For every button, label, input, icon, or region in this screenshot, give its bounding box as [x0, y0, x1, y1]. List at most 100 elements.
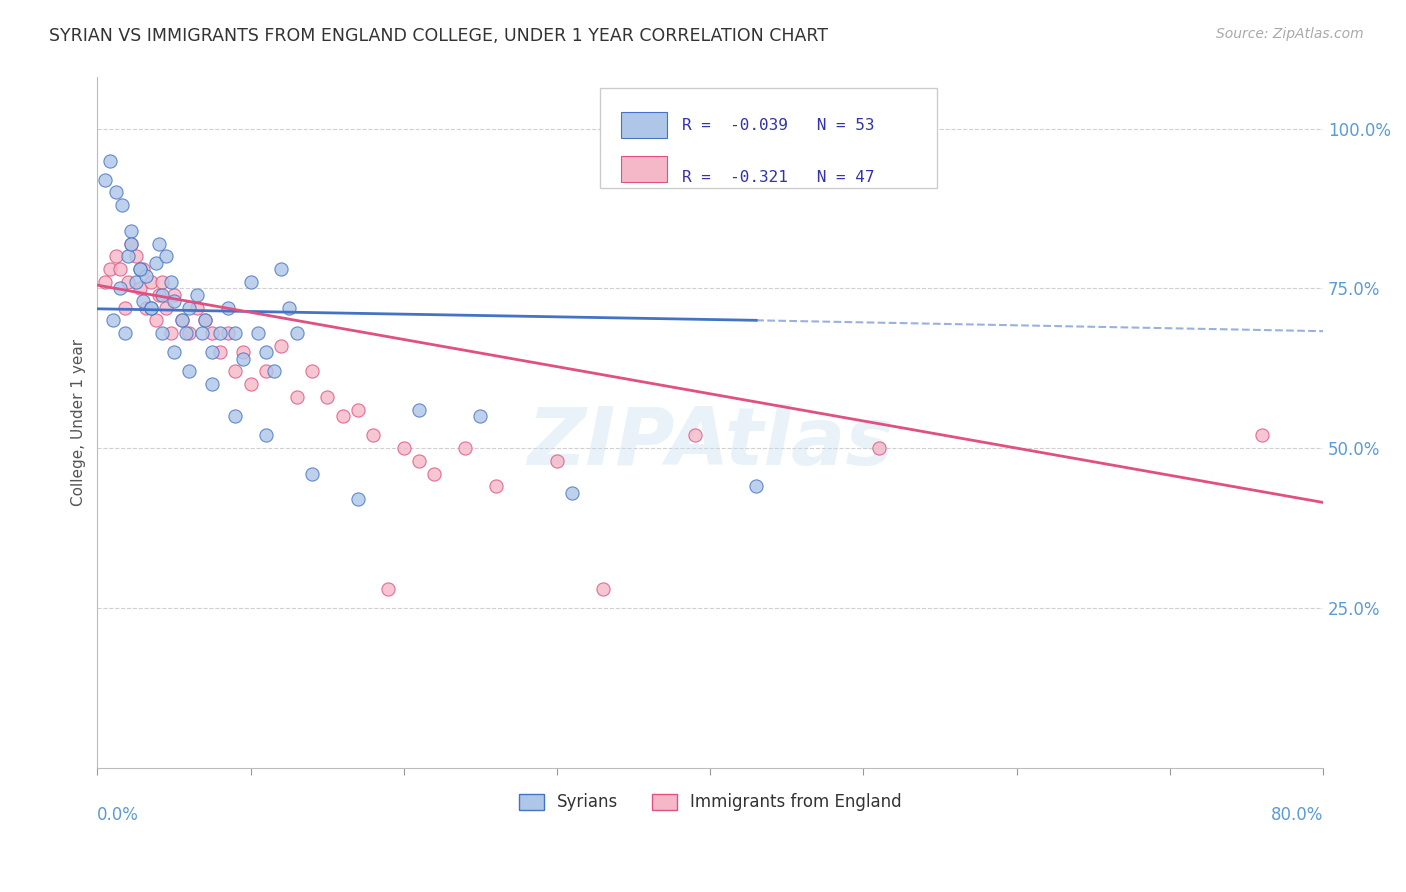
Point: [592, 582, 614, 596]
Text: R =  -0.039   N = 53: R = -0.039 N = 53: [682, 118, 875, 133]
Text: ZIPAtlas: ZIPAtlas: [527, 404, 893, 483]
Point: [277, 301, 299, 315]
Point: [239, 275, 262, 289]
Text: 0.0%: 0.0%: [97, 805, 139, 823]
Point: [120, 236, 142, 251]
Text: R =  -0.321   N = 47: R = -0.321 N = 47: [682, 170, 875, 185]
Point: [163, 345, 186, 359]
Point: [124, 275, 146, 289]
Point: [98, 153, 121, 168]
Point: [129, 262, 152, 277]
Text: Source: ZipAtlas.com: Source: ZipAtlas.com: [1216, 27, 1364, 41]
Point: [120, 236, 142, 251]
Point: [868, 441, 890, 455]
Point: [208, 326, 231, 340]
Point: [347, 402, 370, 417]
Point: [145, 313, 167, 327]
Text: 80.0%: 80.0%: [1271, 805, 1323, 823]
Y-axis label: College, Under 1 year: College, Under 1 year: [72, 339, 86, 506]
Point: [170, 313, 193, 327]
Point: [454, 441, 477, 455]
Point: [239, 377, 262, 392]
Point: [423, 467, 446, 481]
Point: [332, 409, 354, 424]
Point: [254, 428, 277, 442]
Point: [170, 313, 193, 327]
Point: [114, 326, 136, 340]
Point: [270, 339, 292, 353]
Point: [145, 256, 167, 270]
Point: [201, 326, 224, 340]
Point: [285, 390, 308, 404]
Point: [132, 262, 155, 277]
Point: [561, 486, 583, 500]
Point: [117, 275, 139, 289]
Point: [224, 409, 246, 424]
Point: [361, 428, 384, 442]
Point: [201, 345, 224, 359]
Point: [186, 301, 208, 315]
Point: [232, 345, 254, 359]
Point: [148, 287, 170, 301]
Point: [104, 186, 127, 200]
Point: [194, 313, 217, 327]
Point: [194, 313, 217, 327]
Point: [110, 281, 132, 295]
Point: [190, 326, 212, 340]
FancyBboxPatch shape: [621, 156, 668, 182]
Point: [139, 301, 162, 315]
Point: [408, 402, 430, 417]
Point: [408, 454, 430, 468]
Point: [232, 351, 254, 366]
Point: [150, 326, 173, 340]
Point: [101, 313, 124, 327]
Point: [135, 268, 157, 283]
Legend: Syrians, Immigrants from England: Syrians, Immigrants from England: [512, 787, 908, 818]
Point: [163, 294, 186, 309]
Point: [132, 294, 155, 309]
Point: [124, 249, 146, 263]
Point: [179, 326, 201, 340]
Point: [745, 479, 768, 493]
Point: [201, 377, 224, 392]
Point: [139, 275, 162, 289]
Point: [546, 454, 568, 468]
Point: [94, 172, 117, 186]
Point: [114, 301, 136, 315]
Text: SYRIAN VS IMMIGRANTS FROM ENGLAND COLLEGE, UNDER 1 YEAR CORRELATION CHART: SYRIAN VS IMMIGRANTS FROM ENGLAND COLLEG…: [49, 27, 828, 45]
Point: [224, 326, 246, 340]
Point: [301, 364, 323, 378]
Point: [139, 301, 162, 315]
Point: [94, 275, 117, 289]
Point: [377, 582, 399, 596]
Point: [110, 262, 132, 277]
Point: [301, 467, 323, 481]
Point: [135, 301, 157, 315]
Point: [208, 345, 231, 359]
Point: [150, 275, 173, 289]
Point: [347, 492, 370, 507]
Point: [129, 281, 152, 295]
FancyBboxPatch shape: [621, 112, 668, 138]
Point: [111, 198, 134, 212]
FancyBboxPatch shape: [600, 87, 936, 188]
Point: [160, 275, 183, 289]
Point: [270, 262, 292, 277]
Point: [392, 441, 415, 455]
Point: [470, 409, 492, 424]
Point: [485, 479, 508, 493]
Point: [316, 390, 339, 404]
Point: [179, 364, 201, 378]
Point: [150, 287, 173, 301]
Point: [129, 262, 152, 277]
Point: [104, 249, 127, 263]
Point: [174, 326, 197, 340]
Point: [117, 249, 139, 263]
Point: [155, 249, 177, 263]
Point: [217, 326, 239, 340]
Point: [254, 364, 277, 378]
Point: [254, 345, 277, 359]
Point: [683, 428, 706, 442]
Point: [98, 262, 121, 277]
Point: [247, 326, 270, 340]
